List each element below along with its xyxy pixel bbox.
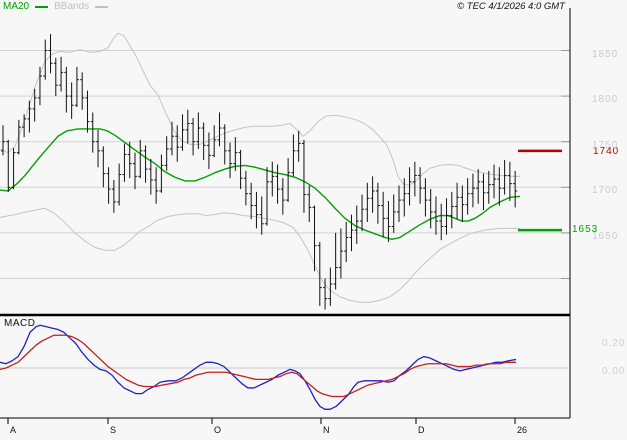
ma20-line <box>0 128 521 240</box>
price-axis-label-1800: 1800 <box>592 94 619 106</box>
candlesticks <box>1 34 518 310</box>
macd-signal-line <box>0 334 516 398</box>
x-axis-label-S: S <box>110 425 117 435</box>
macd-line <box>0 324 517 410</box>
legend-bbands-line-swatch <box>95 6 109 8</box>
x-axis-ticks <box>7 418 516 424</box>
x-axis-label-A: A <box>10 425 17 435</box>
price-axis-label-1750: 1750 <box>592 139 619 151</box>
resistance-level-label: 1740 <box>593 145 620 157</box>
macd-panel-title: MACD <box>4 318 36 329</box>
bollinger-lower-line <box>0 207 520 303</box>
price-gridlines <box>0 50 570 279</box>
x-axis-label-D: D <box>418 425 425 435</box>
macd-axis-label-0.00: 0.00 <box>602 366 626 377</box>
x-axis-label-N: N <box>323 425 330 435</box>
price-axis-label-1850: 1850 <box>592 48 619 60</box>
legend-ma20-line-swatch <box>35 6 49 8</box>
x-axis-label-26: 26 <box>517 425 528 435</box>
x-axis-label-O: O <box>214 425 222 435</box>
legend-ma20-label: MA20 <box>3 1 30 12</box>
macd-axis-label-0.20: 0.20 <box>602 337 626 349</box>
price-axis-label-1650: 1650 <box>592 230 619 242</box>
support-level-label: 1653 <box>572 224 599 236</box>
price-axis-label-1700: 1700 <box>592 185 619 197</box>
legend-bbands-label: BBands <box>54 1 90 12</box>
bollinger-upper-line <box>0 32 520 186</box>
chart-frame <box>0 8 571 419</box>
copyright-text: © TEC 4/1/2026 4:0 GMT <box>457 1 565 12</box>
legend: MA20 BBands <box>3 1 114 12</box>
price-axis-ticks <box>561 50 570 279</box>
